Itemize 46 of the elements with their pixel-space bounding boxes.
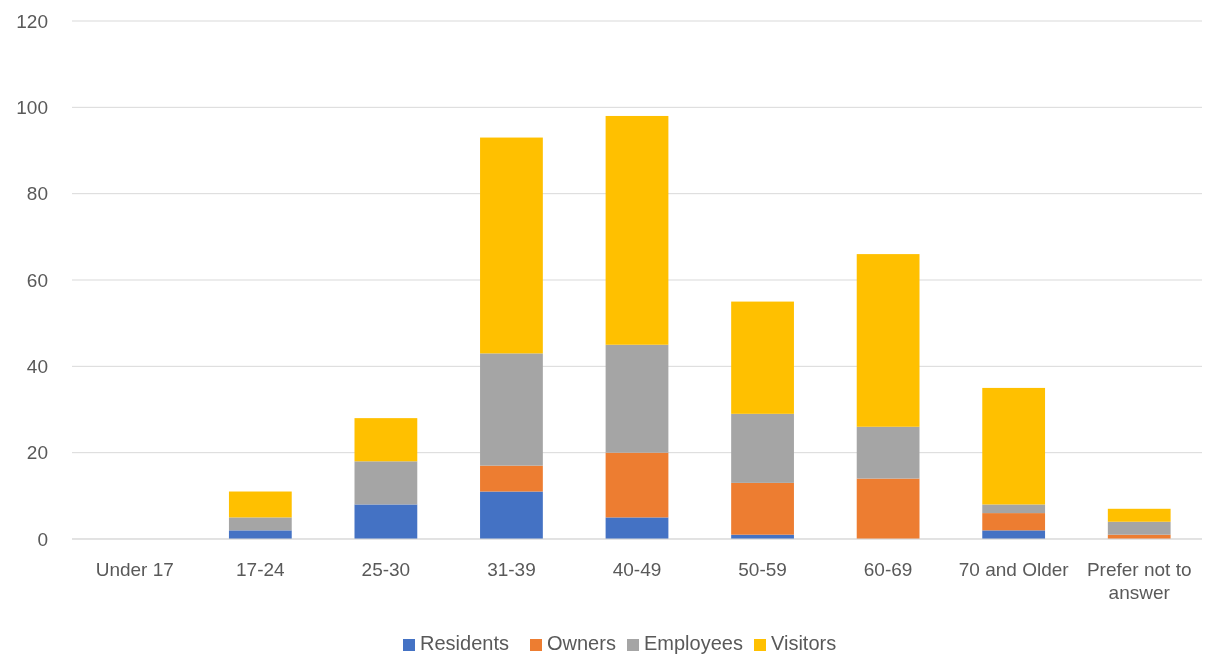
y-tick-label: 120 bbox=[16, 10, 48, 32]
bar bbox=[605, 517, 669, 539]
x-tick-label: Prefer not to answer bbox=[1086, 559, 1192, 603]
y-tick-label: 60 bbox=[26, 269, 48, 291]
x-tick-label: 60-69 bbox=[863, 559, 913, 580]
bar bbox=[731, 301, 794, 414]
y-tick-label: 100 bbox=[16, 96, 48, 118]
bar bbox=[480, 353, 543, 466]
x-tick-label: 70 and Older bbox=[958, 559, 1070, 580]
bar bbox=[228, 491, 292, 518]
y-tick-label: 40 bbox=[26, 355, 48, 377]
x-tick-label: Under 17 bbox=[95, 559, 174, 580]
bar bbox=[228, 530, 292, 539]
y-tick-label: 20 bbox=[26, 442, 48, 464]
x-tick-label: 25-30 bbox=[361, 559, 411, 580]
bar bbox=[982, 513, 1046, 531]
bar bbox=[856, 254, 920, 427]
y-tick-label: 0 bbox=[37, 528, 48, 550]
x-tick-label: 17-24 bbox=[236, 559, 286, 580]
bar bbox=[982, 387, 1046, 505]
bar bbox=[480, 465, 543, 492]
bar bbox=[856, 478, 920, 539]
bar bbox=[856, 426, 920, 479]
bar bbox=[354, 418, 418, 462]
legend-label: Owners bbox=[547, 632, 616, 654]
bar bbox=[605, 115, 669, 345]
bar bbox=[228, 517, 292, 531]
bar bbox=[1107, 508, 1171, 522]
bar bbox=[354, 461, 418, 505]
bar bbox=[605, 344, 669, 453]
bar bbox=[731, 482, 794, 535]
legend-label: Employees bbox=[644, 632, 743, 654]
y-tick-label: 80 bbox=[26, 183, 48, 205]
bar bbox=[1107, 521, 1171, 535]
legend-label: Residents bbox=[420, 632, 509, 654]
bar bbox=[605, 452, 669, 518]
bar bbox=[480, 491, 543, 539]
bar bbox=[731, 413, 794, 483]
bar bbox=[982, 504, 1046, 514]
bar bbox=[982, 530, 1046, 539]
x-tick-label: 50-59 bbox=[738, 559, 787, 580]
bar bbox=[480, 137, 543, 354]
legend-label: Visitors bbox=[771, 632, 837, 654]
bar bbox=[354, 504, 418, 539]
x-tick-label: 40-49 bbox=[612, 559, 662, 580]
x-tick-label: 31-39 bbox=[487, 559, 536, 580]
